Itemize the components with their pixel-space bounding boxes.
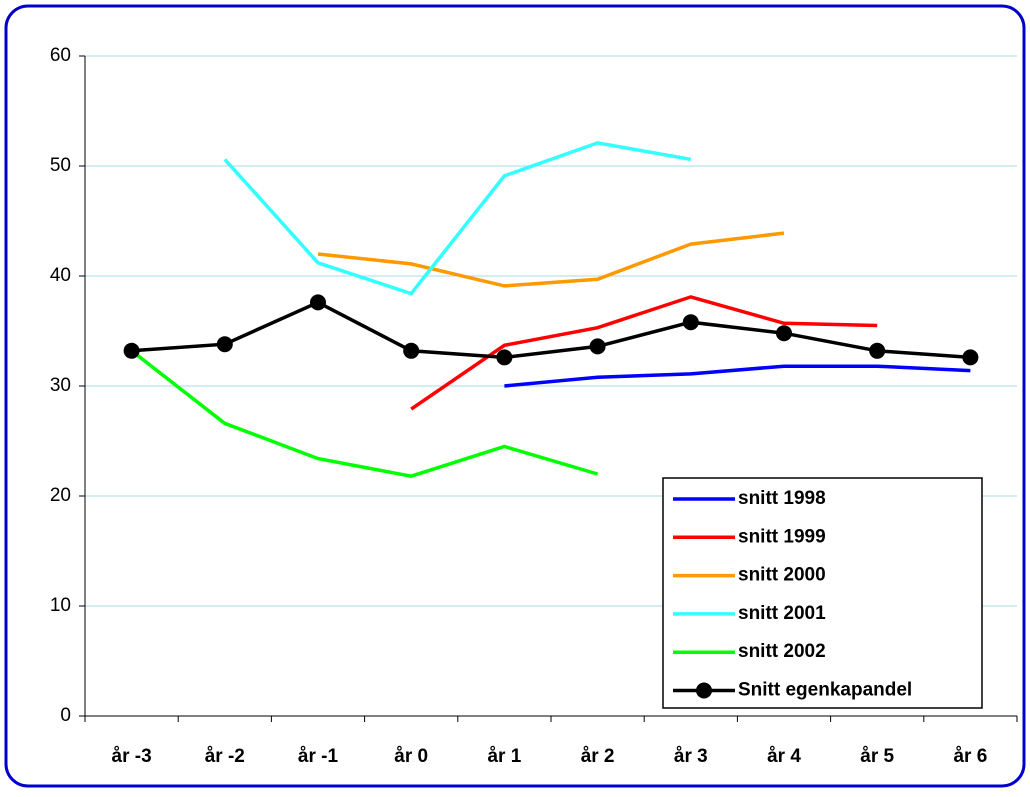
point <box>776 325 792 342</box>
point <box>496 349 513 366</box>
x-tick-label: år 3 <box>674 746 708 767</box>
point <box>682 314 699 331</box>
x-tick-label: år 0 <box>394 746 428 767</box>
x-tick-label: år 5 <box>860 746 894 767</box>
y-tick-label: 10 <box>50 595 71 616</box>
series-line <box>131 300 971 360</box>
y-tick-label: 50 <box>50 155 71 176</box>
legend-label: Snitt egenkapandel <box>738 680 912 701</box>
x-tick-label: år 1 <box>487 746 521 767</box>
point <box>869 342 886 359</box>
x-tick-label: år 2 <box>581 746 615 767</box>
x-tick-label: år 4 <box>767 746 801 767</box>
point <box>216 336 233 353</box>
legend-marker <box>696 682 712 699</box>
y-tick-label: 60 <box>50 45 71 66</box>
x-tick-label: år -2 <box>205 746 245 767</box>
series-line <box>130 349 599 479</box>
x-tick-label: år 6 <box>953 746 987 767</box>
x-tick-label: år -3 <box>112 746 152 767</box>
point <box>310 294 326 311</box>
point <box>962 349 979 366</box>
point <box>403 342 420 359</box>
y-tick-label: 40 <box>50 265 71 286</box>
y-tick-label: 30 <box>50 375 71 396</box>
legend-label: snitt 2001 <box>738 603 826 624</box>
legend-label: snitt 1999 <box>738 526 826 547</box>
legend-label: snitt 1998 <box>738 488 826 509</box>
legend-label: snitt 2002 <box>738 641 826 662</box>
series-line <box>223 141 692 296</box>
point <box>123 342 140 359</box>
series-line <box>317 231 785 288</box>
y-tick-label: 0 <box>60 705 71 726</box>
legend-label: snitt 2000 <box>738 565 826 586</box>
x-tick-label: år -1 <box>298 746 339 767</box>
y-tick-label: 20 <box>50 485 71 506</box>
series-line <box>504 364 971 388</box>
legend-box <box>662 477 983 709</box>
point <box>589 338 606 355</box>
